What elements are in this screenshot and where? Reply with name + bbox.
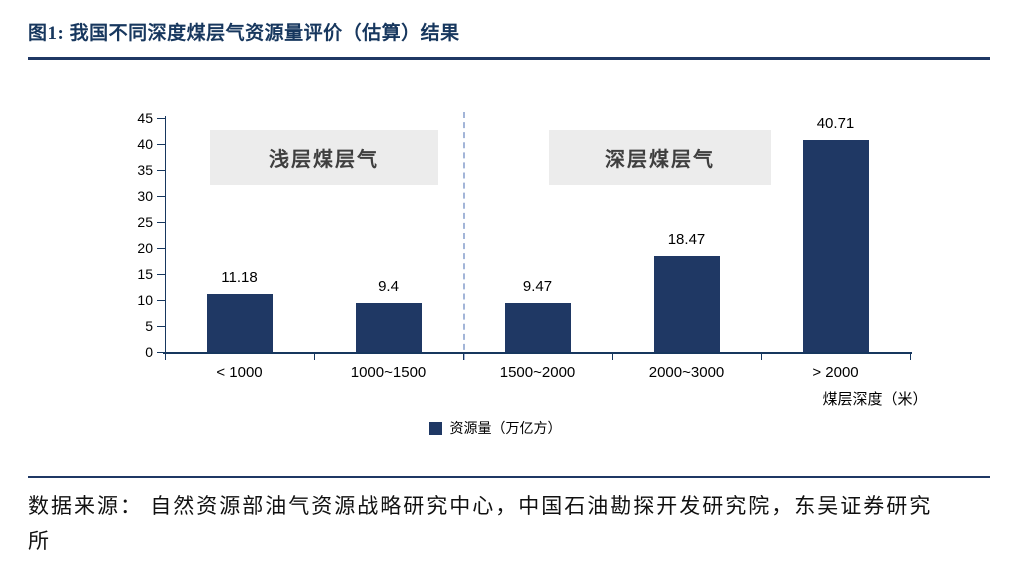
y-axis-tick-label: 10 [137,292,153,308]
legend-label: 资源量（万亿方） [449,420,562,436]
y-axis-tick-mark [157,118,165,119]
figure-title: 图1: 我国不同深度煤层气资源量评价（估算）结果 [28,23,460,44]
bar-value-label: 18.47 [667,230,706,248]
x-axis-tick-mark [910,352,911,360]
chart-bar [206,293,273,352]
chart-legend: 资源量（万亿方） [165,418,825,438]
x-axis-title: 煤层深度（米） [822,391,928,408]
data-source-text: 数据来源： 自然资源部油气资源战略研究中心，中国石油勘探开发研究院，东吴证券研究… [28,494,933,553]
x-axis-tick-mark [761,352,762,360]
y-axis-tick-mark [157,170,165,171]
x-axis-line [163,352,912,354]
chart-bar [653,255,720,352]
chart-bar [355,303,422,352]
x-axis-category-label: 1000~1500 [350,364,427,381]
figure-header: 图1: 我国不同深度煤层气资源量评价（估算）结果 [28,18,990,60]
x-axis-tick-mark [463,352,464,360]
shallow-zone-label-box: 浅层煤层气 [210,130,438,185]
y-axis-tick-mark [157,326,165,327]
y-axis-tick-mark [157,274,165,275]
bar-value-label: 40.71 [816,115,855,133]
y-axis-tick-mark [157,352,165,353]
chart-bar [802,140,869,352]
bar-value-label: 9.4 [378,278,399,296]
deep-zone-label-box: 深层煤层气 [549,130,771,185]
y-axis-line [165,116,166,354]
y-axis-tick-label: 5 [145,318,153,334]
x-axis-category-label: 2000~3000 [648,364,725,381]
y-axis-tick-label: 45 [137,110,153,126]
x-axis-tick-mark [612,352,613,360]
shallow-zone-label: 浅层煤层气 [269,149,379,171]
bar-value-label: 11.18 [221,268,258,286]
y-axis-tick-mark [157,248,165,249]
figure-footer: 数据来源： 自然资源部油气资源战略研究中心，中国石油勘探开发研究院，东吴证券研究… [28,476,990,559]
shallow-deep-divider-line [463,112,465,360]
plot-area: 浅层煤层气 深层煤层气 0 5 10 15 20 25 30 35 40 45 11.18 < 100… [137,110,911,381]
chart-bar [504,302,571,352]
y-axis-tick-mark [157,144,165,145]
y-axis-tick-label: 0 [145,344,153,360]
y-axis-tick-label: 30 [137,188,153,204]
y-axis-tick-label: 25 [137,214,153,230]
x-axis-category-label: 1500~2000 [499,364,576,381]
x-axis-tick-mark [165,352,166,360]
y-axis-tick-label: 35 [137,162,153,178]
y-axis-tick-label: 15 [137,266,153,282]
y-axis-tick-label: 40 [137,136,153,152]
legend-color-swatch [428,421,442,435]
x-axis-category-label: < 1000 [216,364,263,381]
y-axis-tick-mark [157,196,165,197]
deep-zone-label: 深层煤层气 [605,149,715,171]
x-axis-category-label: > 2000 [812,364,859,381]
bar-value-label: 9.47 [522,277,553,295]
y-axis-tick-mark [157,300,165,301]
y-axis-tick-label: 20 [137,240,153,256]
x-axis-tick-mark [314,352,315,360]
y-axis-tick-mark [157,222,165,223]
